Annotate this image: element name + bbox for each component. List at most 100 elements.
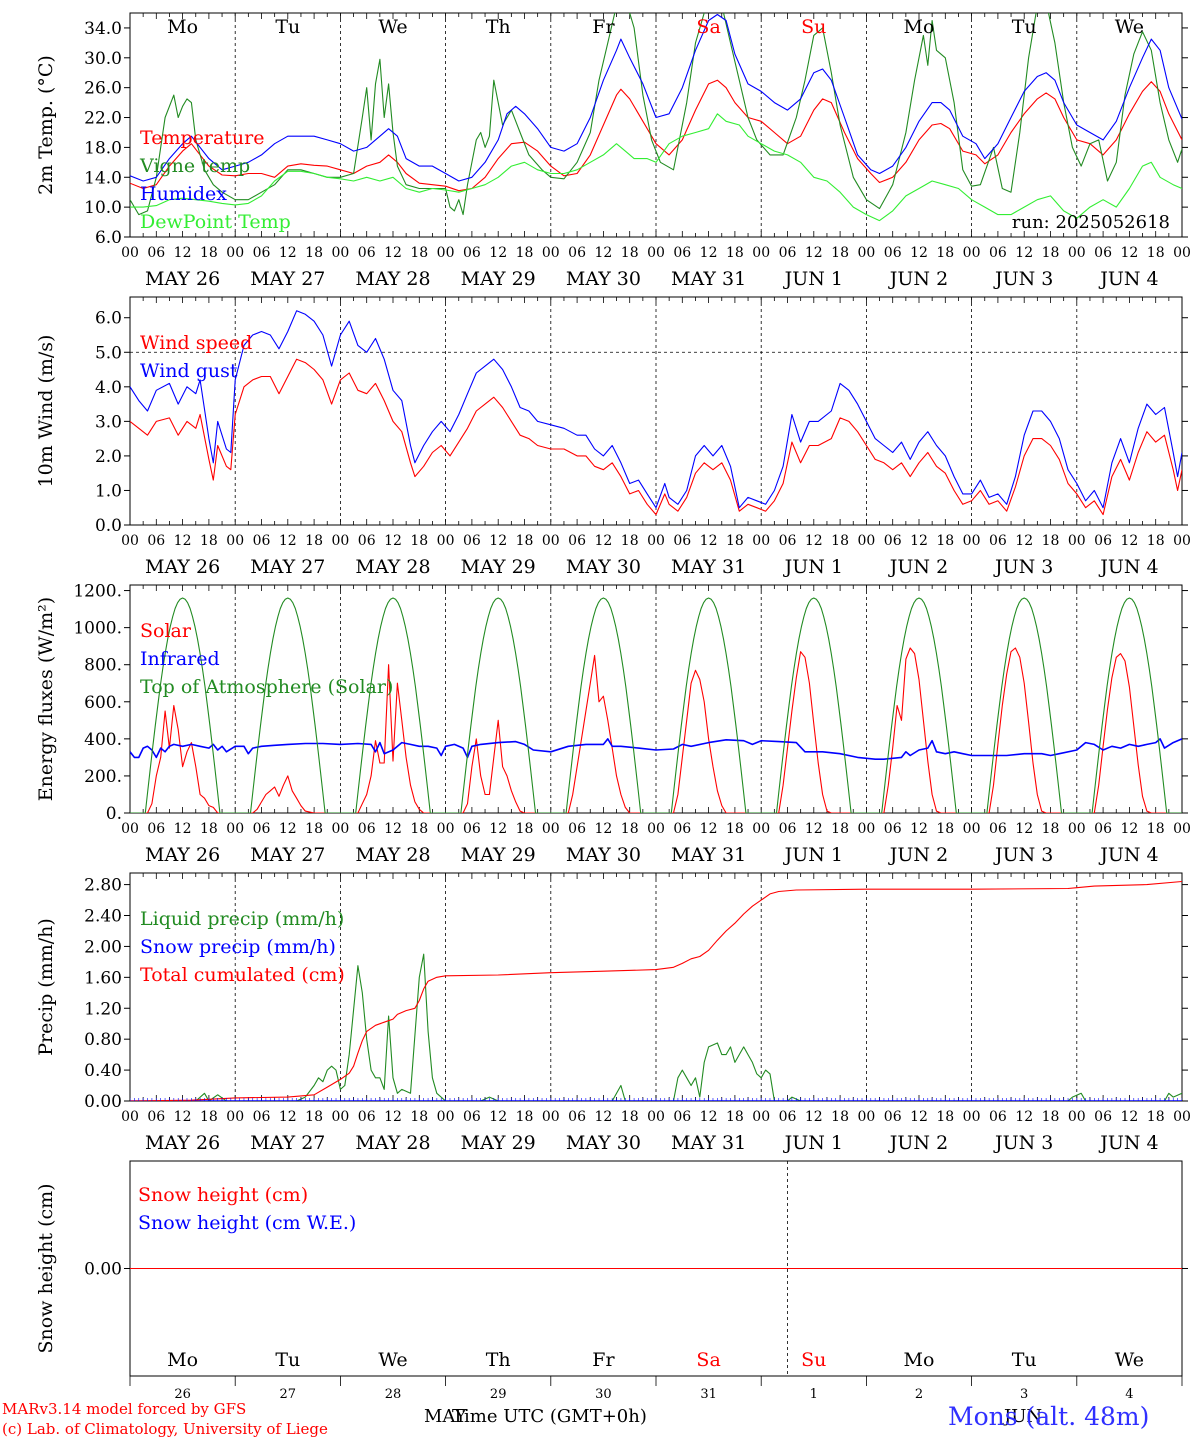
hour-tick-label: 18: [831, 245, 849, 261]
day-label: MAY 28: [355, 556, 430, 578]
day-label: JUN 3: [993, 268, 1053, 290]
hour-tick-label: 06: [1094, 821, 1112, 837]
day-number: 31: [700, 1387, 717, 1402]
hour-tick-label: 00: [752, 533, 770, 549]
legend-entry: Snow height (cm W.E.): [138, 1212, 356, 1234]
day-number: 1: [810, 1387, 818, 1402]
hour-tick-label: 00: [226, 821, 244, 837]
hour-tick-label: 06: [358, 821, 376, 837]
hour-tick-label: 18: [200, 821, 218, 837]
y-tick-label: 2.80: [84, 876, 122, 896]
hour-tick-label: 12: [700, 821, 718, 837]
hour-tick-label: 18: [410, 533, 428, 549]
hour-tick-label: 00: [1068, 1109, 1086, 1125]
day-label: JUN 4: [1098, 556, 1158, 578]
y-tick-label: 4.0: [95, 378, 122, 398]
hour-tick-label: 12: [700, 245, 718, 261]
day-label: JUN 4: [1098, 268, 1158, 290]
x-axis-title: Time UTC (GMT+0h): [452, 1406, 647, 1427]
hour-tick-label: 12: [489, 245, 507, 261]
legend-entry: Solar: [140, 620, 192, 642]
day-label: MAY 30: [566, 268, 641, 290]
hour-tick-label: 12: [594, 533, 612, 549]
hour-tick-label: 18: [726, 245, 744, 261]
hour-tick-label: 12: [384, 533, 402, 549]
legend-entry: Snow precip (mm/h): [140, 936, 336, 958]
hour-tick-label: 00: [226, 245, 244, 261]
hour-tick-label: 00: [121, 245, 139, 261]
hour-tick-label: 00: [437, 1109, 455, 1125]
hour-tick-label: 00: [542, 533, 560, 549]
legend-entry: Wind speed: [140, 332, 252, 354]
y-tick-label: 34.0: [84, 19, 122, 39]
hour-tick-label: 18: [516, 821, 534, 837]
hour-tick-label: 00: [647, 821, 665, 837]
y-tick-label: 14.0: [84, 168, 122, 188]
day-number: 27: [280, 1387, 297, 1402]
hour-tick-label: 12: [1120, 245, 1138, 261]
hour-tick-label: 06: [779, 1109, 797, 1125]
hour-tick-label: 12: [1015, 245, 1033, 261]
weekday-label: Mo: [904, 16, 935, 38]
hour-tick-label: 06: [147, 245, 165, 261]
hour-tick-label: 06: [358, 533, 376, 549]
hour-tick-label: 00: [437, 533, 455, 549]
series-group: [130, 597, 1182, 813]
hour-tick-label: 00: [752, 245, 770, 261]
day-label: MAY 27: [250, 268, 325, 290]
y-tick-label: 22.0: [84, 109, 122, 129]
weekday-label: Mo: [904, 1349, 935, 1371]
hour-tick-label: 06: [568, 821, 586, 837]
hour-tick-label: 06: [147, 533, 165, 549]
hour-tick-label: 00: [963, 821, 981, 837]
hour-tick-label: 06: [989, 821, 1007, 837]
weekday-label: Th: [486, 16, 511, 38]
hour-tick-label: 00: [963, 1109, 981, 1125]
hour-tick-label: 12: [594, 1109, 612, 1125]
hour-tick-label: 06: [463, 245, 481, 261]
hour-tick-label: 18: [1042, 1109, 1060, 1125]
hour-tick-label: 00: [857, 533, 875, 549]
day-number: 26: [174, 1387, 191, 1402]
month-label-may: MAY: [424, 1406, 467, 1427]
hour-tick-label: 00: [331, 821, 349, 837]
hour-tick-label: 12: [910, 245, 928, 261]
day-number: 3: [1020, 1387, 1028, 1402]
day-label: JUN 1: [783, 844, 843, 866]
weekday-label: We: [1115, 1349, 1144, 1371]
weekday-label: Th: [486, 1349, 511, 1371]
day-label: JUN 1: [783, 556, 843, 578]
y-tick-label: 0.00: [84, 1092, 122, 1112]
legend-entry: Temperature: [140, 127, 264, 149]
credit-model: MARv3.14 model forced by GFS: [2, 1400, 247, 1418]
hour-tick-label: 18: [1147, 821, 1165, 837]
hour-tick-label: 06: [779, 821, 797, 837]
hour-tick-label: 18: [831, 533, 849, 549]
weekday-label: Sa: [696, 1349, 720, 1371]
hour-tick-label: 00: [226, 533, 244, 549]
series-line-total-cumulated-cm-: [130, 880, 1182, 1101]
y-axis-label: Snow height (cm): [35, 1183, 57, 1353]
hour-tick-label: 00: [1068, 245, 1086, 261]
hour-tick-label: 06: [779, 533, 797, 549]
series-group: [130, 13, 1182, 222]
day-label: MAY 27: [250, 556, 325, 578]
hour-tick-label: 06: [989, 1109, 1007, 1125]
day-label: JUN 2: [888, 844, 948, 866]
legend-entry: Total cumulated (cm): [140, 964, 345, 986]
panel-3: 0. 200. 400. 600. 800. 1000. 1200. 00 06 12 18 00 06…: [35, 582, 1191, 866]
day-label: JUN 2: [888, 268, 948, 290]
y-tick-label: 6.0: [95, 309, 122, 329]
hour-tick-label: 18: [305, 245, 323, 261]
weekday-label: Su: [801, 1349, 826, 1371]
hour-tick-label: 12: [279, 821, 297, 837]
weekday-label: Mo: [167, 16, 198, 38]
hour-tick-label: 18: [410, 1109, 428, 1125]
y-tick-label: 2.00: [84, 937, 122, 957]
day-label: JUN 2: [888, 556, 948, 578]
hour-tick-label: 12: [1120, 533, 1138, 549]
hour-tick-label: 06: [884, 1109, 902, 1125]
y-tick-label: 3.0: [95, 412, 122, 432]
hour-tick-label: 12: [910, 821, 928, 837]
hour-tick-label: 06: [1094, 245, 1112, 261]
